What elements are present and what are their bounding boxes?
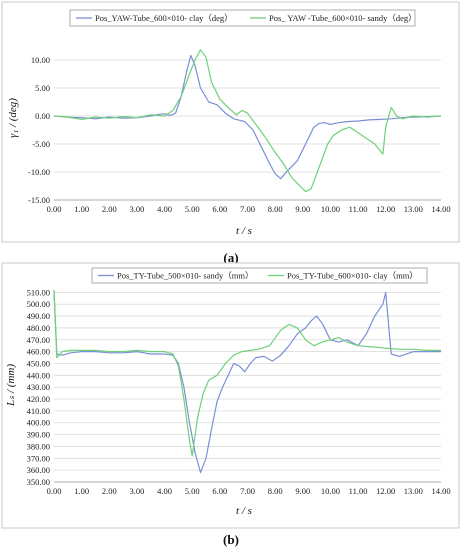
chart-a-x-tick-label: 13.00 xyxy=(404,204,423,214)
chart-b-x-tick-label: 7.00 xyxy=(240,486,255,496)
chart-b-y-tick-label: 470.00 xyxy=(27,335,50,345)
chart-a-series-line-1 xyxy=(53,54,442,180)
chart-b-y-tick-label: 350.00 xyxy=(27,477,50,487)
chart-b-y-tick-label: 420.00 xyxy=(27,394,50,404)
chart-a-x-axis-title: t / s xyxy=(236,225,252,237)
chart-a-y-tick-label: -5.00 xyxy=(32,139,50,149)
chart-a-x-tick-labels: 0.00 1.00 2.00 3.00 4.00 5.00 6.00 7.00 8.00 9.00… xyxy=(47,204,451,214)
chart-b-x-tick-label: 13.00 xyxy=(404,486,423,496)
chart-a-frame xyxy=(1,1,460,243)
chart-a-y-tick-label: -10.00 xyxy=(28,167,50,177)
chart-a-x-tick-label: 6.00 xyxy=(212,204,227,214)
chart-b-y-tick-label: 410.00 xyxy=(27,406,50,416)
chart-b-x-tick-label: 9.00 xyxy=(295,486,310,496)
chart-a-gridlines xyxy=(54,59,441,201)
chart-b-y-tick-label: 510.00 xyxy=(27,287,50,297)
chart-a-series xyxy=(53,49,442,193)
chart-a-x-tick-label: 0.00 xyxy=(47,204,62,214)
chart-b-y-tick-label: 390.00 xyxy=(27,430,50,440)
chart-b-gridlines xyxy=(54,291,441,483)
chart-b-y-tick-label: 370.00 xyxy=(27,453,50,463)
chart-b-x-axis-title: t / s xyxy=(236,505,252,517)
chart-b-x-tick-label: 10.00 xyxy=(321,486,340,496)
chart-b-y-axis-title: Lₛ / (mm) xyxy=(5,364,17,407)
chart-b-x-tick-label: 4.00 xyxy=(157,486,172,496)
chart-a-x-tick-label: 4.00 xyxy=(157,204,172,214)
chart-b-y-tick-label: 380.00 xyxy=(27,441,50,451)
chart-b-x-tick-label: 5.00 xyxy=(185,486,200,496)
chart-b-y-tick-label: 460.00 xyxy=(27,347,50,357)
chart-b-y-tick-label: 400.00 xyxy=(27,418,50,428)
chart-b-x-tick-label: 12.00 xyxy=(376,486,395,496)
chart-b-legend-label-1: Pos_TY-Tube_500×010- sandy（mm） xyxy=(117,271,253,281)
chart-b-series xyxy=(53,289,441,474)
chart-a-y-tick-label: -15.00 xyxy=(28,195,50,205)
caption-a: (a) xyxy=(223,250,238,265)
chart-b-y-tick-label: 480.00 xyxy=(27,323,50,333)
chart-a-y-tick-label: 10.00 xyxy=(31,55,50,65)
chart-b-legend-label-2: Pos_TY-Tube_600×010- clay（mm） xyxy=(287,271,418,281)
chart-a-x-tick-label: 2.00 xyxy=(102,204,117,214)
chart-b-x-tick-label: 1.00 xyxy=(74,486,89,496)
chart-a-y-tick-labels: 10.00 5.00 0.00 -5.00 -10.00 -15.00 xyxy=(28,55,50,205)
chart-a-x-tick-label: 11.00 xyxy=(349,204,368,214)
chart-a-x-tick-label: 3.00 xyxy=(129,204,144,214)
chart-b-x-tick-label: 0.00 xyxy=(47,486,62,496)
chart-a-legend-label-1: Pos_YAW-Tube_600×010- clay（deg） xyxy=(95,13,233,23)
chart-b-x-tick-label: 2.00 xyxy=(102,486,117,496)
chart-b-legend-box xyxy=(91,267,428,284)
chart-a-x-tick-label: 7.00 xyxy=(240,204,255,214)
caption-b: (b) xyxy=(223,532,239,547)
chart-b-x-tick-label: 8.00 xyxy=(268,486,283,496)
chart-a-x-tick-label: 5.00 xyxy=(185,204,200,214)
chart-b: 510.00 500.00 490.00 480.00 470.00 460.00450.… xyxy=(1,262,460,529)
chart-b-y-tick-label: 440.00 xyxy=(27,370,50,380)
chart-a-x-tick-label: 9.00 xyxy=(295,204,310,214)
chart-a-x-tick-label: 14.00 xyxy=(431,204,450,214)
chart-b-x-tick-labels: 0.00 1.00 2.00 3.00 4.00 5.00 6.00 7.00 8.00 9.00… xyxy=(47,486,451,496)
chart-a-legend-label-2: Pos_ YAW -Tube_600×010- sandy（deg） xyxy=(269,13,417,23)
chart-a-x-tick-label: 12.00 xyxy=(376,204,395,214)
chart-b-x-tick-label: 6.00 xyxy=(212,486,227,496)
chart-b-legend: Pos_TY-Tube_500×010- sandy（mm） Pos_TY-Tu… xyxy=(91,267,428,284)
chart-b-series-line-2 xyxy=(53,289,441,457)
chart-a-y-axis-title: γ₁ / (deg) xyxy=(7,98,19,138)
chart-a-x-tick-label: 10.00 xyxy=(321,204,340,214)
chart-b-series-line-1 xyxy=(53,289,441,474)
chart-a-y-tick-label: 5.00 xyxy=(35,83,50,93)
chart-b-y-tick-labels: 510.00 500.00 490.00 480.00 470.00 460.00450.… xyxy=(27,287,50,487)
chart-a-series-line-2 xyxy=(53,49,442,193)
chart-b-y-tick-label: 430.00 xyxy=(27,382,50,392)
chart-a-y-tick-label: 0.00 xyxy=(35,111,50,121)
chart-a-legend: Pos_YAW-Tube_600×010- clay（deg） Pos_ YAW… xyxy=(69,9,417,27)
chart-a-x-tick-label: 1.00 xyxy=(74,204,89,214)
chart-b-frame xyxy=(1,262,460,529)
chart-a: 10.00 5.00 0.00 -5.00 -10.00 -15.00 0.00 1.00 2… xyxy=(1,1,460,243)
chart-a-legend-box xyxy=(69,9,416,27)
chart-b-y-tick-label: 500.00 xyxy=(27,299,50,309)
chart-b-y-tick-label: 490.00 xyxy=(27,311,50,321)
chart-b-x-tick-label: 3.00 xyxy=(129,486,144,496)
chart-b-x-tick-label: 11.00 xyxy=(349,486,368,496)
chart-b-y-tick-label: 360.00 xyxy=(27,465,50,475)
chart-b-y-tick-label: 450.00 xyxy=(27,358,50,368)
chart-a-x-tick-label: 8.00 xyxy=(268,204,283,214)
chart-b-x-tick-label: 14.00 xyxy=(431,486,450,496)
